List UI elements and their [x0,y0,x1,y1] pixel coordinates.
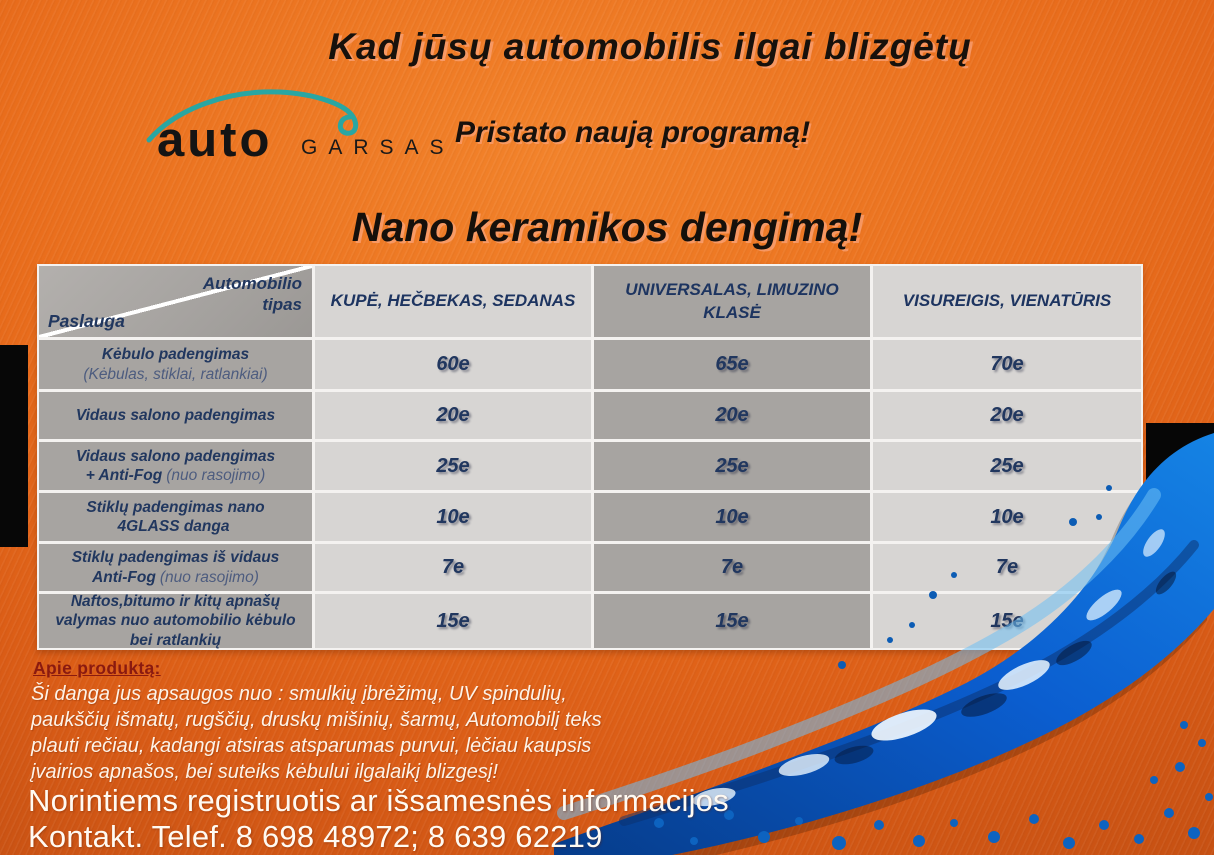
price-cell: 10e [315,493,591,541]
service-cell: Kėbulo padengimas (Kėbulas, stiklai, rat… [39,340,312,389]
service-note: (Kėbulas, stiklai, ratlankiai) [83,365,268,383]
contact-line-phone: Kontakt. Telef. 8 698 48972; 8 639 62219 [28,819,603,854]
price-cell: 7e [315,544,591,591]
about-heading: Apie produktą: [33,658,161,678]
column-header-visureigis: VISUREIGIS, VIENATŪRIS [873,266,1141,337]
service-name: Vidaus salono padengimas [75,447,276,465]
service-sub: 4GLASS danga [117,518,230,535]
about-line: paukščių išmatų, rugščių, druskų mišinių… [31,709,602,731]
corner-label-service: Paslauga [48,311,125,331]
left-black-bar [0,345,28,547]
about-line: Ši danga jus apsaugos nuo : smulkių įbrė… [31,683,567,705]
program-title: Nano keramikos dengimą! [351,204,863,250]
service-sub: Anti-Fog [92,568,156,586]
price-cell: 10e [594,493,870,541]
price-cell: 60e [315,340,591,389]
about-line: įvairios apnašos, bei suteiks kėbului il… [31,761,498,783]
service-name: Kėbulo padengimas [101,346,250,364]
pricing-table: Automobilio tipas Paslauga KUPĖ, HEČBEKA… [37,264,1143,650]
price-cell: 25e [315,442,591,490]
logo-suffix-text: GARSAS [301,136,455,159]
car-swoosh-icon: auto [146,89,359,167]
price-cell: 25e [873,442,1141,490]
about-text: Ši danga jus apsaugos nuo : smulkių įbrė… [31,681,611,785]
service-name: Vidaus salono padengimas [75,406,276,424]
price-cell: 15e [594,594,870,648]
presents-line: Pristato naują programą! [455,116,811,149]
price-cell: 20e [315,392,591,439]
price-cell: 65e [594,340,870,389]
service-name: Stiklų padengimas nano [86,498,265,516]
price-cell: 7e [873,544,1141,591]
diagonal-divider-line [39,266,312,337]
price-cell: 15e [315,594,591,648]
corner-cell: Automobilio tipas Paslauga [39,266,312,337]
price-cell: 70e [873,340,1141,389]
price-cell: 20e [594,392,870,439]
service-cell: Stiklų padengimas nano 4GLASS danga [39,493,312,541]
top-tagline: Kad jūsų automobilis ilgai blizgėtų [328,26,972,67]
service-note: (nuo rasojimo) [166,467,266,484]
right-black-patch [1146,423,1214,569]
service-cell: Vidaus salono padengimas + Anti-Fog (nuo … [39,442,312,490]
price-cell: 10e [873,493,1141,541]
service-name: Naftos,bitumo ir kitų apnašų valymas nuo… [55,592,296,649]
service-sub: + Anti-Fog [85,467,163,484]
column-header-universalas: UNIVERSALAS, LIMUZINO KLASĖ [594,266,870,337]
contact-info: Norintiems registruotis ar išsamesnės in… [28,783,729,855]
price-cell: 20e [873,392,1141,439]
contact-line-registration: Norintiems registruotis ar išsamesnės in… [28,783,729,818]
service-name: Stiklų padengimas iš vidaus [71,549,280,567]
price-cell: 25e [594,442,870,490]
brand-logo: auto GARSAS [143,84,463,168]
column-header-kupe: KUPĖ, HEČBEKAS, SEDANAS [315,266,591,337]
logo-brand-text: auto [157,113,272,167]
corner-label-vehicle-type: Automobilio tipas [202,274,302,315]
service-cell: Stiklų padengimas iš vidaus Anti-Fog (nuo… [39,544,312,591]
about-line: plauti rečiau, kadangi atsiras atsparuma… [31,735,592,757]
service-note: (nuo rasojimo) [159,568,259,586]
price-cell: 7e [594,544,870,591]
service-cell: Naftos,bitumo ir kitų apnašų valymas nuo… [39,592,312,649]
service-cell: Vidaus salono padengimas [39,392,312,439]
price-cell: 15e [873,594,1141,648]
